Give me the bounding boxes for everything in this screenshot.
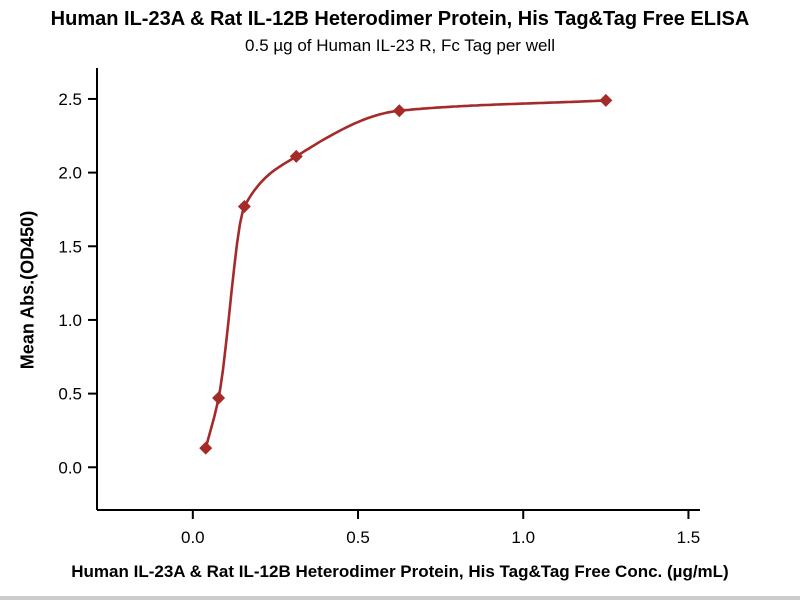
y-tick-label: 2.5 [58, 90, 82, 109]
data-point-marker [199, 441, 213, 455]
x-tick-label: 1.5 [677, 528, 701, 547]
chart-subtitle: 0.5 µg of Human IL-23 R, Fc Tag per well [245, 36, 555, 55]
bottom-border [0, 596, 800, 600]
data-point-marker [599, 93, 613, 107]
chart-title: Human IL-23A & Rat IL-12B Heterodimer Pr… [50, 8, 750, 30]
x-axis-label: Human IL-23A & Rat IL-12B Heterodimer Pr… [71, 562, 729, 581]
y-tick-label: 2.0 [58, 164, 82, 183]
y-tick-label: 0.5 [58, 385, 82, 404]
x-tick-label: 0.5 [346, 528, 370, 547]
x-tick-label: 0.0 [181, 528, 205, 547]
x-tick-label: 1.0 [511, 528, 535, 547]
y-tick-label: 1.0 [58, 311, 82, 330]
y-tick-label: 1.5 [58, 237, 82, 256]
data-point-marker [237, 199, 251, 213]
data-point-marker [392, 104, 406, 118]
fit-curve [204, 99, 608, 450]
data-point-marker [212, 391, 226, 405]
y-tick-label: 0.0 [58, 458, 82, 477]
data-point-marker [289, 149, 303, 163]
